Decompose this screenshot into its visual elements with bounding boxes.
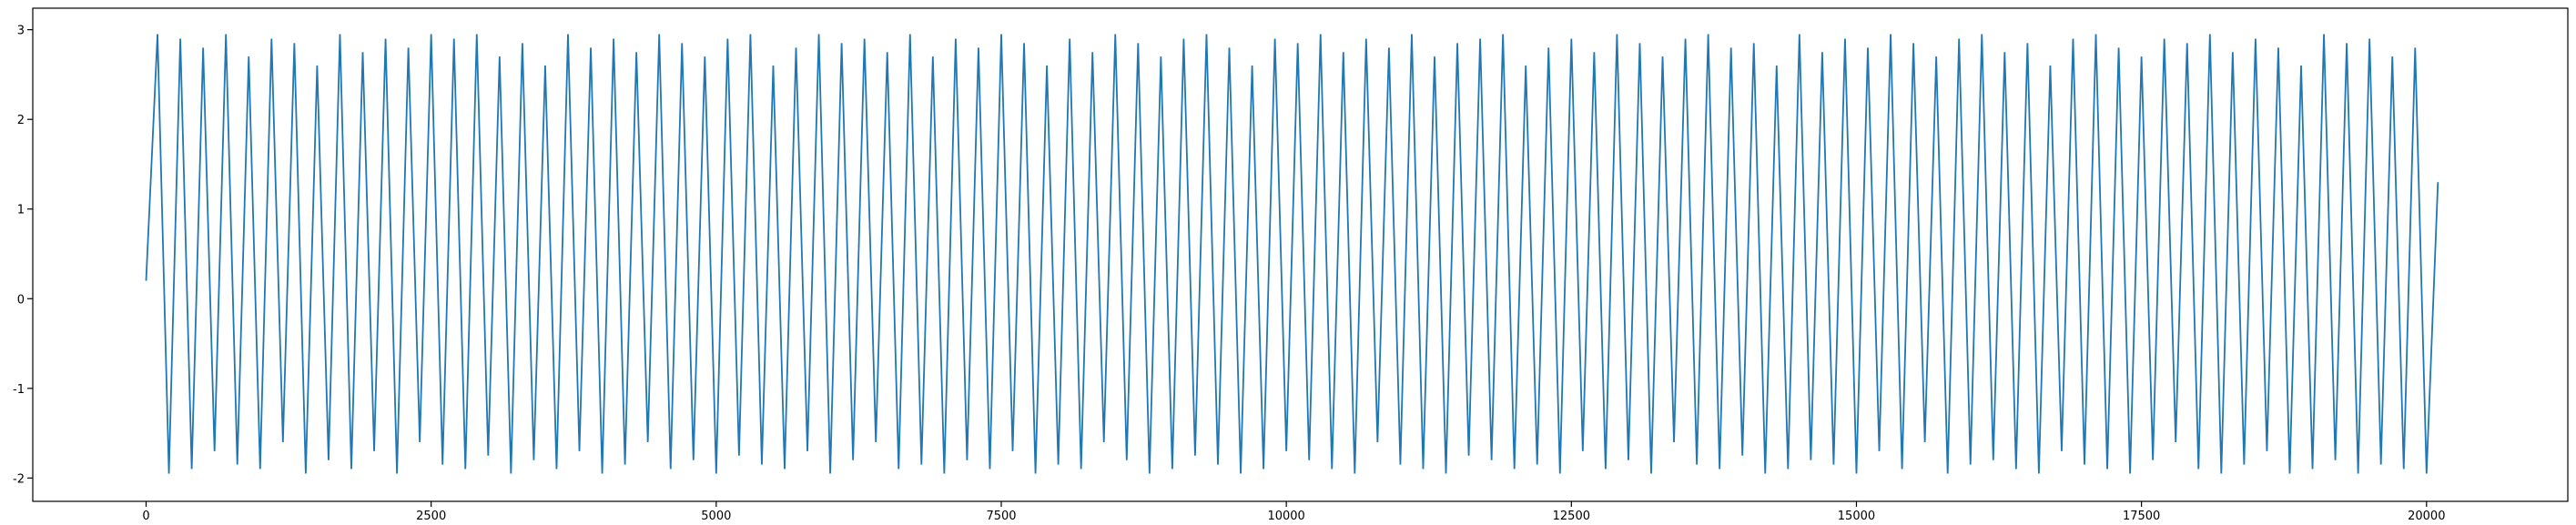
axes-frame — [32, 7, 2569, 502]
y-tick-label: -1 — [13, 383, 25, 397]
y-tick-label: 2 — [17, 114, 25, 127]
y-tick-label: 1 — [17, 204, 25, 217]
y-tick-label: 0 — [17, 293, 25, 307]
x-tick-label: 0 — [142, 510, 149, 523]
x-tick-label: 20000 — [2408, 510, 2445, 523]
x-tick-label: 2500 — [416, 510, 446, 523]
x-tick-label: 5000 — [701, 510, 731, 523]
x-tick-label: 10000 — [1267, 510, 1304, 523]
x-tick-label: 7500 — [986, 510, 1016, 523]
y-tick-label: 3 — [17, 25, 25, 38]
data-line — [145, 34, 2439, 474]
y-tick-label: -2 — [13, 472, 25, 486]
x-tick-label: 15000 — [1838, 510, 1875, 523]
x-tick-label: 17500 — [2123, 510, 2160, 523]
x-tick-label: 12500 — [1553, 510, 1590, 523]
